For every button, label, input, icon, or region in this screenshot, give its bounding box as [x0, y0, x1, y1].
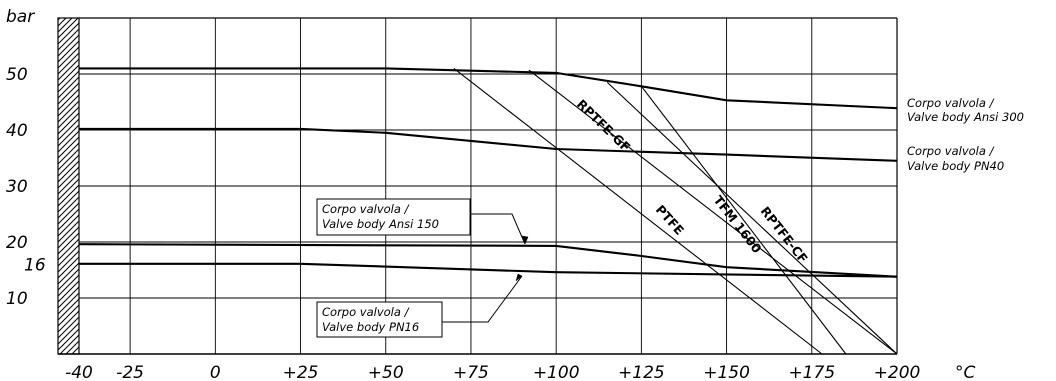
ansi150-label-line2: Valve body Ansi 150	[322, 217, 439, 231]
series-line-corpo-valvola-valve-body-ansi-150	[78, 243, 898, 278]
ptfe-label: PTFE	[653, 202, 687, 238]
tfm-1600-label: TFM 1600	[711, 193, 765, 257]
y-tick-label: 20	[6, 233, 28, 253]
x-tick-label: +50	[368, 363, 404, 381]
x-tick-label: +150	[703, 363, 750, 381]
ansi300-label-line2: Valve body Ansi 300	[907, 110, 1024, 124]
body-lines	[78, 67, 898, 278]
rptfe-cf-label: RPTFE-CF	[758, 204, 811, 266]
ansi150-arrowhead	[521, 235, 529, 245]
series-line-corpo-valvola-valve-body-pn40	[79, 127, 898, 162]
series-line-ptfe	[453, 67, 823, 355]
ansi150-label-line1: Corpo valvola /	[322, 202, 410, 216]
series-line-corpo-valvola-valve-body-pn16	[79, 262, 898, 278]
y-tick-label: 10	[6, 289, 28, 309]
x-tick-label: +175	[788, 363, 835, 381]
x-tick-label: +25	[283, 363, 319, 381]
series-line-corpo-valvola-valve-body-ansi-300	[79, 67, 898, 110]
callouts	[442, 213, 529, 323]
seat-lines	[453, 67, 898, 355]
y-axis-unit: bar	[6, 7, 35, 27]
x-tick-label: -25	[116, 363, 144, 381]
pn16-label-line2: Valve body PN16	[322, 320, 419, 334]
y-tick-label: 40	[6, 121, 28, 141]
wall-hatch	[57, 17, 80, 355]
x-tick-label: +125	[618, 363, 665, 381]
x-tick-label: 0	[210, 363, 221, 381]
series-line-rptfe-gf	[528, 69, 898, 355]
y-tick-label: 16	[24, 255, 46, 275]
x-tick-label: +100	[533, 363, 580, 381]
x-axis-unit: °C	[955, 363, 976, 381]
ansi150-leader-line	[470, 213, 526, 245]
ansi300-label-line1: Corpo valvola /	[907, 96, 995, 110]
pn40-label-line2: Valve body PN40	[907, 159, 1004, 173]
pn16-label-box	[316, 301, 443, 338]
series-line-tfm-1600	[606, 81, 898, 355]
ansi150-label-box	[316, 198, 471, 236]
x-tick-labels: -40 -25 0 +25 +50 +75 +100 +125 +150 +175 +200	[65, 363, 920, 381]
y-tick-label: 30	[6, 177, 28, 197]
x-tick-label: +75	[453, 363, 489, 381]
x-tick-label: +200	[874, 363, 921, 381]
rptfe-gf-label: RPTFE-GF	[574, 96, 634, 154]
y-tick-label: 50	[6, 65, 28, 85]
pn40-label-line1: Corpo valvola /	[907, 144, 995, 158]
pn16-label-line1: Corpo valvola /	[322, 305, 410, 319]
pn16-arrowhead	[515, 273, 523, 282]
series-line-rptfe-cf	[640, 85, 847, 355]
pn16-leader-line	[442, 275, 523, 323]
axes	[58, 17, 898, 355]
x-tick-label: -40	[65, 363, 93, 381]
